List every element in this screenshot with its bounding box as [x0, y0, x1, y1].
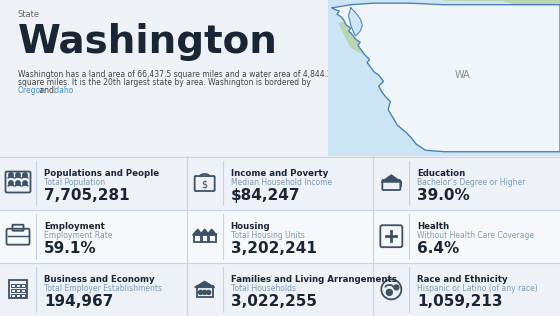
Text: 39.0%: 39.0% [417, 188, 470, 203]
Text: Employment: Employment [44, 222, 105, 231]
Text: Employment Rate: Employment Rate [44, 231, 113, 240]
Circle shape [9, 173, 13, 177]
Polygon shape [444, 39, 560, 102]
Text: Washington has a land area of 66,437.5 square miles and a water area of 4,844.2: Washington has a land area of 66,437.5 s… [18, 70, 332, 79]
Polygon shape [393, 47, 444, 94]
Text: Income and Poverty: Income and Poverty [231, 169, 328, 178]
Text: Total Employer Establishments: Total Employer Establishments [44, 284, 162, 294]
Polygon shape [195, 282, 214, 288]
Text: $84,247: $84,247 [231, 188, 300, 203]
Polygon shape [381, 175, 402, 182]
FancyBboxPatch shape [0, 156, 560, 210]
Text: square miles. It is the 20th largest state by area. Washington is bordered by: square miles. It is the 20th largest sta… [18, 78, 311, 87]
FancyBboxPatch shape [0, 210, 560, 263]
Polygon shape [348, 8, 362, 36]
Text: Families and Living Arrangements: Families and Living Arrangements [231, 276, 396, 284]
Text: Total Housing Units: Total Housing Units [231, 231, 305, 240]
Text: WA: WA [455, 70, 470, 80]
Text: Health: Health [417, 222, 450, 231]
Text: Without Health Care Coverage: Without Health Care Coverage [417, 231, 534, 240]
Text: Washington: Washington [18, 23, 278, 62]
Text: Race and Ethnicity: Race and Ethnicity [417, 276, 508, 284]
Text: Business and Economy: Business and Economy [44, 276, 155, 284]
Polygon shape [514, 102, 560, 133]
Polygon shape [193, 229, 203, 235]
Text: Education: Education [417, 169, 465, 178]
Polygon shape [207, 229, 217, 235]
Text: Idaho: Idaho [52, 86, 73, 95]
Text: Housing: Housing [231, 222, 270, 231]
Circle shape [386, 289, 393, 295]
Text: $: $ [202, 179, 208, 189]
Text: Median Household Income: Median Household Income [231, 178, 332, 187]
Text: 3,022,255: 3,022,255 [231, 295, 316, 309]
Text: 1,059,213: 1,059,213 [417, 295, 503, 309]
Text: 194,967: 194,967 [44, 295, 113, 309]
Polygon shape [444, 0, 560, 31]
Polygon shape [200, 229, 209, 235]
Text: Total Population: Total Population [44, 178, 105, 187]
Text: 7,705,281: 7,705,281 [44, 188, 129, 203]
Circle shape [23, 173, 27, 177]
Text: Hispanic or Latino (of any race): Hispanic or Latino (of any race) [417, 284, 538, 294]
Circle shape [16, 181, 20, 185]
Text: and: and [36, 86, 56, 95]
Polygon shape [332, 3, 560, 152]
Text: 59.1%: 59.1% [44, 241, 97, 256]
Text: Populations and People: Populations and People [44, 169, 159, 178]
Polygon shape [339, 15, 393, 63]
FancyBboxPatch shape [328, 0, 560, 156]
Text: Bachelor’s Degree or Higher: Bachelor’s Degree or Higher [417, 178, 526, 187]
Text: Oregon: Oregon [18, 86, 46, 95]
Circle shape [9, 181, 13, 185]
Circle shape [16, 173, 20, 177]
Circle shape [394, 285, 399, 290]
Circle shape [23, 181, 27, 185]
Circle shape [199, 290, 203, 295]
Circle shape [203, 290, 207, 295]
Text: 3,202,241: 3,202,241 [231, 241, 316, 256]
Text: Total Households: Total Households [231, 284, 296, 294]
Text: State: State [18, 10, 40, 19]
Text: 6.4%: 6.4% [417, 241, 460, 256]
FancyBboxPatch shape [0, 263, 560, 316]
Circle shape [207, 290, 211, 295]
